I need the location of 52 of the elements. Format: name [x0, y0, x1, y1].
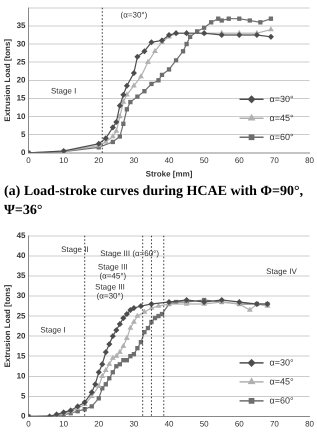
annotation: Stage III (α=30°): [95, 282, 125, 300]
x-tick-label: 50: [200, 419, 210, 428]
x-tick-label: 60: [234, 419, 244, 428]
x-tick-label: 30: [129, 156, 139, 165]
x-tick-label: 10: [59, 156, 69, 165]
annotation: Stage IV: [266, 267, 298, 276]
x-tick-label: 10: [59, 419, 69, 428]
y-tick-label: 25: [16, 57, 26, 66]
x-tick-label: 20: [94, 156, 104, 165]
y-tick-label: 40: [16, 251, 26, 260]
x-tick-label: 70: [270, 156, 280, 165]
x-tick-label: 50: [200, 156, 210, 165]
legend-label: α=30°: [270, 357, 294, 368]
x-axis-title: Stroke [mm]: [146, 169, 193, 178]
annotation: Stage III (α=45°): [98, 262, 128, 281]
y-tick-label: 10: [16, 112, 26, 121]
x-tick-label: 60: [234, 156, 244, 165]
y-tick-label: 5: [21, 392, 26, 401]
x-tick-label: 40: [164, 419, 174, 428]
legend-label: α=45°: [270, 112, 294, 123]
y-tick-label: 5: [21, 130, 26, 139]
x-tick-label: 70: [270, 419, 280, 428]
x-tick-label: 80: [305, 419, 315, 428]
y-tick-label: 35: [16, 21, 26, 30]
y-tick-label: 20: [16, 331, 26, 340]
y-tick-label: 30: [16, 39, 26, 48]
y-tick-label: 0: [21, 412, 26, 421]
legend-label: α=60°: [270, 132, 294, 142]
x-tick-label: 80: [305, 156, 315, 165]
y-tick-label: 15: [16, 351, 26, 360]
legend-label: α=60°: [270, 395, 294, 406]
y-tick-label: 45: [16, 231, 26, 240]
y-tick-label: 15: [16, 94, 26, 103]
annotation: (α=30°): [120, 10, 148, 20]
x-tick-label: 20: [94, 419, 104, 428]
y-tick-label: 25: [16, 311, 26, 320]
y-tick-label: 20: [16, 76, 26, 85]
y-tick-label: 30: [16, 291, 26, 300]
x-tick-label: 40: [164, 156, 174, 165]
y-axis-title: Extrusion Load [tons]: [3, 284, 12, 368]
text: (a) Load-stroke curves during HCAE with Φ=90°, Ψ=36°: [3, 183, 304, 220]
y-tick-label: 0: [21, 148, 26, 158]
y-axis-title: Extrusion Load [tons]: [3, 38, 12, 122]
annotation: Stage I: [40, 325, 66, 334]
legend-label: α=30°: [270, 94, 294, 104]
legend-label: α=45°: [270, 376, 294, 386]
annotation: Stage I: [50, 86, 76, 96]
x-tick-label: 30: [129, 419, 139, 428]
y-tick-label: 35: [16, 271, 26, 280]
annotation: Stage III (α=60°): [100, 249, 160, 258]
annotation: Stage II: [61, 245, 89, 254]
y-tick-label: 10: [16, 371, 26, 380]
